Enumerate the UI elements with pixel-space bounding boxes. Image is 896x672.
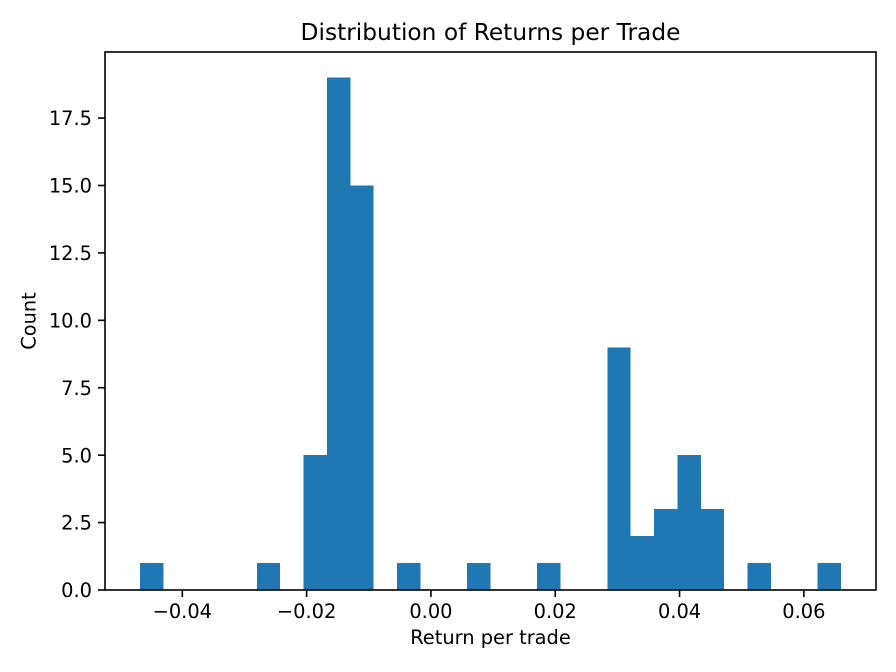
histogram-bar (817, 563, 841, 590)
histogram-bar (397, 563, 421, 590)
x-tick-label: −0.04 (153, 600, 212, 623)
x-axis-label: Return per trade (410, 626, 571, 649)
chart-title: Distribution of Returns per Trade (300, 19, 681, 46)
y-tick-label: 10.0 (49, 309, 92, 332)
histogram-bar (467, 563, 491, 590)
y-tick-label: 7.5 (61, 377, 92, 400)
x-tick-label: 0.00 (409, 600, 452, 623)
x-tick-label: 0.02 (534, 600, 577, 623)
histogram-bar (537, 563, 561, 590)
x-tick-label: 0.06 (782, 600, 825, 623)
histogram-bar (677, 455, 701, 590)
histogram-bar (607, 347, 631, 590)
histogram-bar (700, 509, 725, 590)
y-tick-label: 2.5 (61, 512, 92, 535)
histogram-bar (303, 455, 327, 590)
histogram-bar (326, 77, 351, 591)
histogram-bar (654, 509, 678, 590)
y-tick-label: 15.0 (49, 175, 92, 198)
y-tick-label: 12.5 (49, 242, 92, 265)
x-tick-label: −0.02 (277, 600, 336, 623)
y-tick-label: 5.0 (61, 444, 92, 467)
histogram-bar (350, 185, 374, 591)
histogram-bar (256, 563, 281, 590)
y-tick-label: 0.0 (61, 579, 92, 602)
y-tick-label: 17.5 (49, 107, 92, 130)
histogram-bar (630, 536, 655, 590)
x-tick-label: 0.04 (658, 600, 701, 623)
histogram-bar (140, 563, 164, 590)
histogram-bar (747, 563, 771, 590)
axes-spines (104, 51, 877, 591)
